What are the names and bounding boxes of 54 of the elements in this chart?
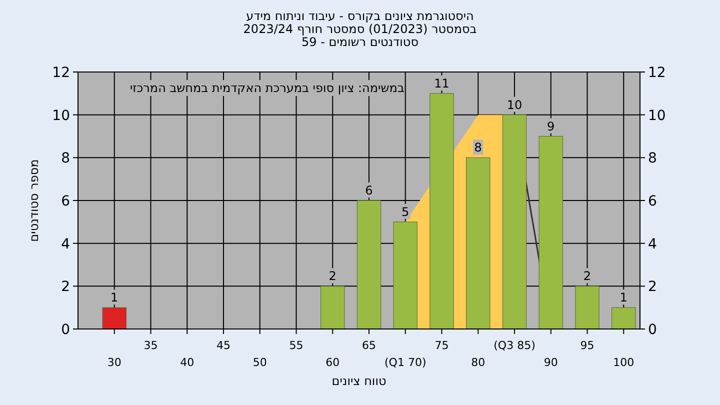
y2-tick-label: 0 (648, 322, 657, 338)
y-axis-title: מספר סטודנטים (27, 159, 41, 242)
data-label: 11 (434, 76, 450, 90)
data-label: 10 (506, 98, 522, 112)
bar (612, 307, 636, 330)
x-tick-label: 65 (362, 339, 376, 352)
data-label: 1 (620, 290, 628, 305)
x-tick-label: 50 (252, 356, 267, 369)
chart-subtitle: בסמסטר (01/2023) סמסטר חורף 2023/24 סטודנטים רשומים - 59 (243, 22, 477, 49)
x-tick-label: 60 (326, 356, 340, 369)
y-tick-label: 4 (61, 236, 70, 252)
x-tick-label: (Q1 70) (384, 356, 426, 369)
y-tick-label: 6 (61, 194, 70, 210)
chart-title: היסטוגרמת ציונים בקורס - עיבוד וניתוח מידע (246, 9, 474, 23)
x-tick-label: 40 (180, 356, 194, 369)
data-label: 5 (402, 204, 410, 219)
x-axis-title: טווח ציונים (332, 374, 386, 388)
y-tick-label: 10 (52, 108, 70, 124)
bar (356, 200, 382, 330)
y2-tick-label: 4 (648, 236, 657, 252)
x-tick-label: 100 (613, 356, 634, 369)
x-tick-label: (Q3 85) (494, 339, 536, 352)
bar (320, 286, 345, 330)
bar (538, 136, 563, 330)
data-label: 8 (474, 140, 482, 155)
y2-tick-label: 2 (648, 279, 657, 296)
bar (102, 307, 126, 330)
data-label: 1 (110, 290, 118, 305)
y-tick-label: 12 (52, 65, 70, 81)
y2-tick-label: 10 (648, 108, 666, 124)
x-tick-label: 35 (144, 339, 158, 352)
x-tick-label: 80 (471, 356, 486, 369)
y2-tick-label: 6 (648, 194, 657, 210)
x-tick-label: 45 (216, 339, 230, 352)
data-label: 6 (365, 184, 373, 198)
y2-tick-label: 12 (648, 65, 666, 81)
y2-tick-label: 8 (648, 150, 657, 167)
data-label: 9 (547, 119, 555, 134)
data-label: 2 (328, 269, 336, 284)
y-tick-label: 8 (61, 150, 70, 167)
x-tick-label: 30 (107, 356, 122, 369)
bar (393, 222, 418, 330)
x-tick-label: 90 (544, 356, 558, 369)
y-tick-label: 0 (61, 322, 70, 338)
bar (502, 114, 527, 330)
annotation: במשימה: ציון סופי במערכת האקדמית במחשב המרכזי (130, 81, 404, 95)
data-label: 2 (583, 269, 592, 284)
bar (575, 286, 600, 330)
x-tick-label: 95 (580, 339, 594, 352)
x-tick-label: 55 (289, 339, 304, 352)
bar (466, 157, 490, 330)
y-tick-label: 2 (61, 279, 70, 296)
bar (430, 93, 454, 330)
x-tick-label: 75 (434, 339, 449, 352)
